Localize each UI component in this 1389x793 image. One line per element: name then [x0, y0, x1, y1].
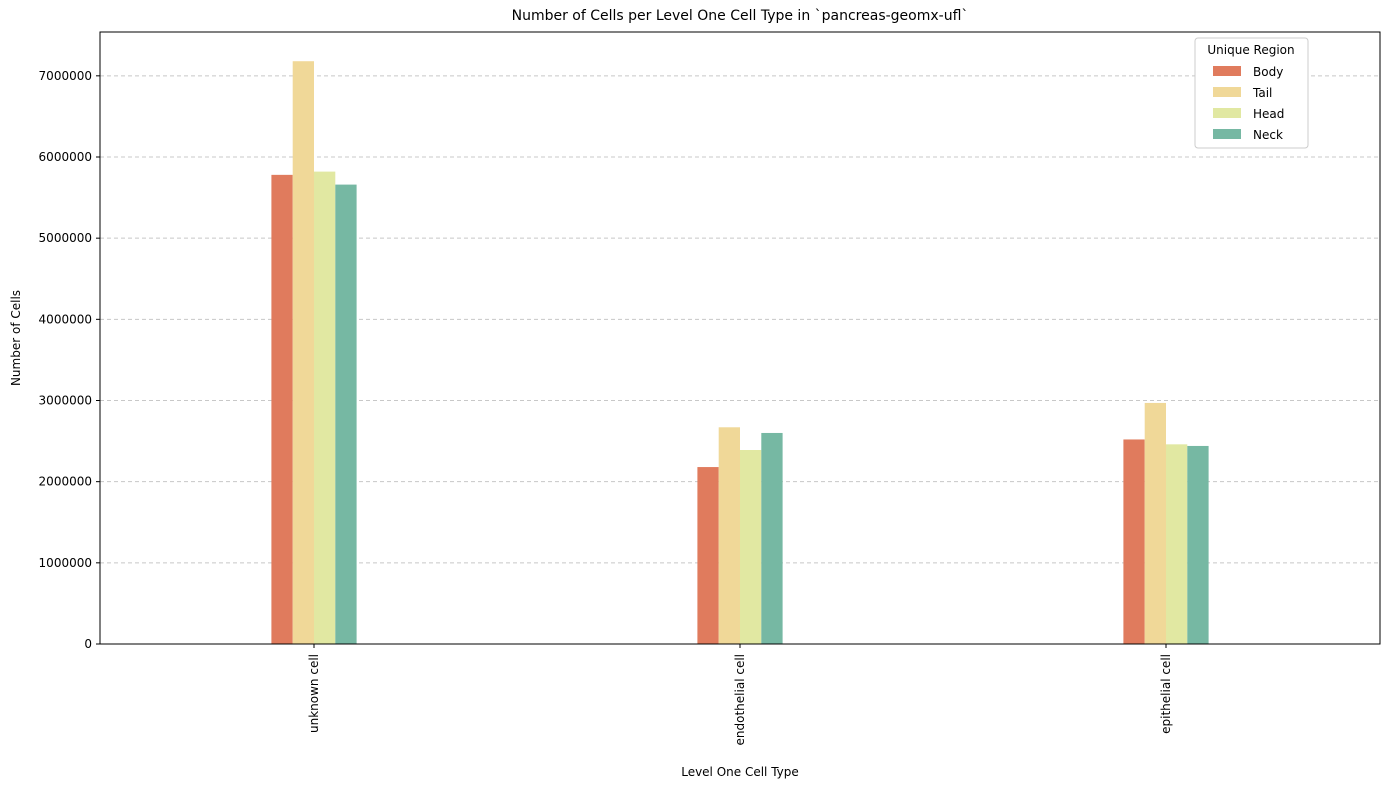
- legend-title: Unique Region: [1207, 43, 1294, 57]
- y-tick-label: 4000000: [39, 312, 92, 326]
- bar-epithelial-cell-body: [1123, 439, 1145, 644]
- y-tick-label: 5000000: [39, 231, 92, 245]
- y-tick-label: 1000000: [39, 556, 92, 570]
- legend-swatch-head: [1213, 108, 1241, 118]
- bar-epithelial-cell-neck: [1187, 445, 1209, 644]
- bar-unknown-cell-head: [314, 171, 336, 644]
- legend-swatch-neck: [1213, 129, 1241, 139]
- bars: [271, 61, 1209, 645]
- x-tick-label: unknown cell: [307, 654, 321, 733]
- y-tick-label: 6000000: [39, 150, 92, 164]
- y-axis: 0 1000000 2000000 3000000 4000000 5000000 6000…: [39, 69, 100, 651]
- y-tick-label: 0: [84, 637, 92, 651]
- bar-endothelial-cell-body: [697, 467, 719, 644]
- legend-swatch-body: [1213, 66, 1241, 76]
- bar-epithelial-cell-tail: [1144, 402, 1166, 644]
- legend-label-body: Body: [1253, 65, 1283, 79]
- legend-label-tail: Tail: [1252, 86, 1272, 100]
- bar-epithelial-cell-head: [1166, 444, 1188, 644]
- y-axis-label: Number of Cells: [9, 290, 23, 386]
- bar-unknown-cell-neck: [335, 184, 357, 644]
- y-tick-label: 7000000: [39, 69, 92, 83]
- bar-endothelial-cell-head: [740, 450, 762, 644]
- x-tick-label: epithelial cell: [1159, 654, 1173, 734]
- bar-unknown-cell-body: [271, 174, 293, 644]
- legend-box: [1194, 37, 1309, 149]
- x-tick-label: endothelial cell: [733, 654, 747, 745]
- legend-label-head: Head: [1253, 107, 1284, 121]
- bar-endothelial-cell-neck: [761, 432, 783, 644]
- legend: Unique Region Body Tail Head Neck: [1194, 37, 1309, 149]
- bar-endothelial-cell-tail: [718, 427, 740, 644]
- x-axis: unknown cell endothelial cell epithelial c…: [307, 644, 1173, 745]
- bar-unknown-cell-tail: [292, 61, 314, 645]
- legend-swatch-tail: [1213, 87, 1241, 97]
- chart-title: Number of Cells per Level One Cell Type …: [512, 8, 969, 24]
- y-tick-label: 2000000: [39, 475, 92, 489]
- x-axis-label: Level One Cell Type: [681, 765, 799, 779]
- y-tick-label: 3000000: [39, 393, 92, 407]
- legend-label-neck: Neck: [1253, 128, 1283, 142]
